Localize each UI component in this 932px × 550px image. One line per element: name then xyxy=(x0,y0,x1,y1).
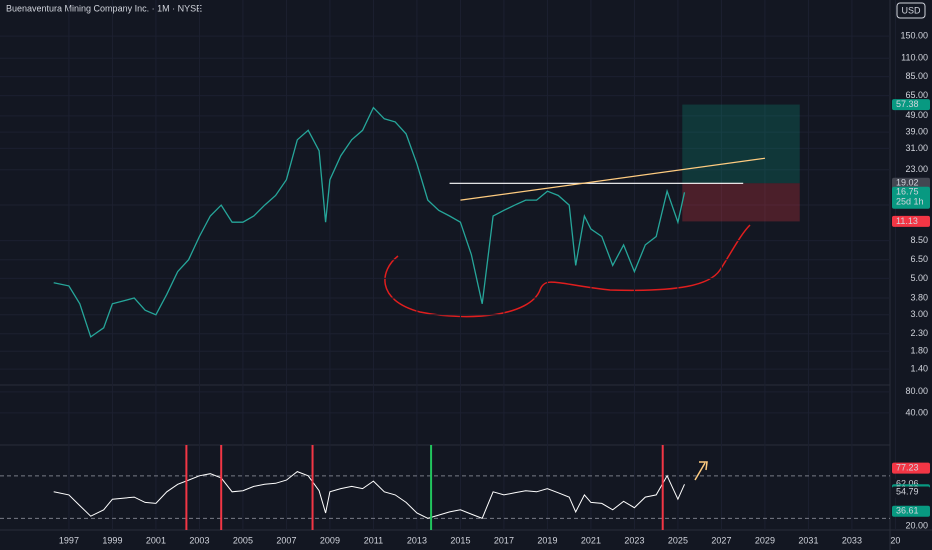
y-tick-label: 2.30 xyxy=(910,328,928,338)
price-tag xyxy=(892,505,930,517)
y-tick-label: 31.00 xyxy=(905,143,928,153)
x-tick-label: 2019 xyxy=(537,535,557,545)
price-tag-sub: 25d 1h xyxy=(896,197,924,207)
x-tick-label: 2015 xyxy=(450,535,470,545)
y-tick-label: 39.00 xyxy=(905,126,928,136)
x-tick-label: 2007 xyxy=(276,535,296,545)
target-zone xyxy=(682,104,800,184)
price-tag-label: 11.13 xyxy=(896,216,918,226)
y-tick-label: 150.00 xyxy=(900,30,928,40)
y-tick-label: 1.80 xyxy=(910,346,928,356)
y-tick-label: 85.00 xyxy=(905,71,928,81)
x-tick-label: 2001 xyxy=(146,535,166,545)
price-tag-label: 19.02 xyxy=(896,178,919,188)
x-tick-label: 2023 xyxy=(624,535,644,545)
y-tick-label: 40.00 xyxy=(905,407,928,417)
x-tick-label: 2013 xyxy=(407,535,427,545)
x-tick-label: 2009 xyxy=(320,535,340,545)
currency: USD xyxy=(901,5,921,15)
y-tick-label: 49.00 xyxy=(905,110,928,120)
y-tick-label: 3.80 xyxy=(910,292,928,302)
x-tick-label: 2025 xyxy=(668,535,688,545)
chart-title: Buenaventura Mining Company Inc. · 1M · … xyxy=(6,3,202,13)
price-tag xyxy=(892,462,930,474)
y-tick-label: 80.00 xyxy=(905,386,928,396)
price-tag-label: 54.79 xyxy=(896,486,919,496)
price-tag-label: 36.61 xyxy=(896,506,919,516)
price-tag xyxy=(892,486,930,498)
price-tag xyxy=(892,177,930,189)
x-tick-label: 1999 xyxy=(102,535,122,545)
price-tag-label: 62.06 xyxy=(896,479,919,489)
x-tick-label: 1997 xyxy=(59,535,79,545)
trend-line xyxy=(460,157,766,201)
price-tag xyxy=(892,186,930,209)
arrow xyxy=(694,461,708,481)
price-tag-label: 16.75 xyxy=(896,187,919,197)
rsi-line xyxy=(53,471,685,519)
x-tick-label: 2011 xyxy=(364,535,383,545)
hand-drawn-curve xyxy=(384,224,751,318)
x-tick-label: 2027 xyxy=(711,535,731,545)
y-tick-label: 20.00 xyxy=(905,520,928,530)
y-tick-label: 23.00 xyxy=(905,164,928,174)
y-tick-label: 65.00 xyxy=(905,90,928,100)
y-tick-label: 6.50 xyxy=(910,254,928,264)
y-tick-label: 1.40 xyxy=(910,363,928,373)
x-tick-label: 20 xyxy=(890,535,900,545)
x-tick-label: 2005 xyxy=(233,535,253,545)
stop-zone xyxy=(682,183,800,222)
y-tick-label: 3.00 xyxy=(910,309,928,319)
x-tick-label: 2031 xyxy=(798,535,818,545)
x-tick-label: 2021 xyxy=(581,535,601,545)
x-tick-label: 2003 xyxy=(189,535,209,545)
y-tick-label: 5.00 xyxy=(910,273,928,283)
x-tick-label: 2029 xyxy=(755,535,775,545)
currency-badge[interactable] xyxy=(896,2,926,19)
price-tag xyxy=(892,99,930,111)
y-tick-label: 8.50 xyxy=(910,235,928,245)
x-tick-label: 2033 xyxy=(842,535,862,545)
price-tag-label: 57.38 xyxy=(896,99,919,109)
price-tag-label: 77.23 xyxy=(896,463,919,473)
x-tick-label: 2017 xyxy=(494,535,514,545)
price-line xyxy=(53,106,686,338)
y-tick-label: 110.00 xyxy=(901,53,928,63)
price-tag xyxy=(892,215,930,227)
